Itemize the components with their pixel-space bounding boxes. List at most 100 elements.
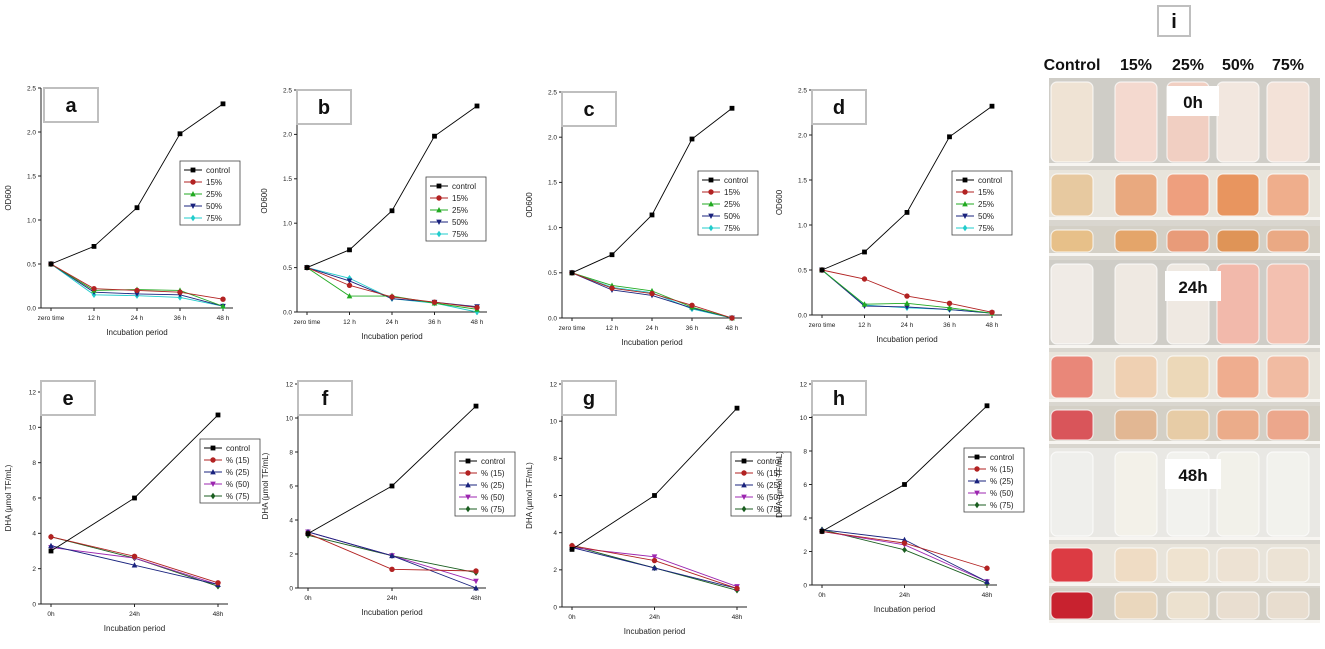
marker-triangle-down — [190, 203, 196, 209]
y-tick-label: 6 — [289, 483, 293, 490]
x-tick-label: zero time — [809, 322, 836, 329]
test-tube — [1266, 81, 1310, 163]
rack-bar — [1049, 399, 1320, 402]
x-tick-label: 36 h — [428, 319, 441, 326]
marker-square — [947, 134, 952, 140]
legend: control % (15) % (25) % (50) % (75) — [454, 451, 516, 517]
marker-triangle-up — [436, 207, 442, 213]
series-line — [307, 405, 477, 534]
marker-diamond — [210, 492, 216, 500]
marker-circle — [689, 302, 695, 309]
y-tick-label: 0.5 — [27, 261, 36, 268]
x-tick-label: 36 h — [686, 325, 699, 332]
rack-bar — [1049, 253, 1320, 256]
test-tube — [1266, 229, 1310, 253]
panel-letter-box — [561, 91, 617, 127]
photo-column-label: 50% — [1222, 57, 1254, 74]
x-tick-label: zero time — [294, 319, 321, 326]
legend-label: control — [990, 453, 1014, 462]
photo-letter-box — [1157, 5, 1191, 37]
chart-panel-g: 0 2 4 6 8 10 12 0h 24h 48h Incubation period DHA (μ… — [525, 380, 792, 636]
x-tick-label: 12 h — [343, 319, 356, 326]
marker-square — [689, 136, 695, 142]
marker-square — [974, 454, 980, 460]
marker-square — [989, 103, 995, 109]
panel-letter: c — [583, 99, 594, 121]
y-axis-title: DHA (μmol TF/mL) — [525, 462, 534, 529]
marker-triangle-up — [861, 301, 868, 307]
x-tick-label: zero time — [38, 315, 65, 322]
legend-label: 75% — [206, 214, 222, 223]
x-tick-label: 48h — [982, 592, 993, 599]
legend-label: 15% — [724, 188, 740, 197]
marker-circle — [901, 540, 908, 546]
legend-box — [963, 447, 1025, 513]
x-axis-title: Incubation period — [106, 328, 167, 337]
legend-label: control — [757, 457, 781, 466]
marker-circle — [220, 296, 226, 302]
x-axis-title: Incubation period — [874, 605, 935, 614]
legend-label: % (25) — [757, 481, 781, 490]
legend: control % (15) % (25) % (50) % (75) — [730, 451, 792, 517]
test-tube — [1114, 263, 1158, 345]
legend-label: % (75) — [481, 505, 505, 514]
marker-square — [215, 412, 221, 418]
y-tick-label: 0 — [803, 582, 807, 589]
y-axis-title: DHA (μmol TF/mL) — [261, 452, 270, 519]
y-tick-label: 0 — [289, 585, 293, 592]
marker-triangle-down — [210, 481, 216, 487]
x-tick-label: 36 h — [174, 315, 187, 322]
marker-diamond — [436, 230, 442, 238]
marker-triangle-up — [962, 201, 968, 207]
marker-triangle-down — [741, 494, 747, 500]
y-tick-label: 0 — [32, 601, 36, 608]
test-tube — [1114, 409, 1158, 441]
marker-square — [708, 177, 714, 183]
marker-triangle-up — [473, 585, 479, 591]
marker-diamond — [708, 224, 714, 232]
marker-circle — [904, 293, 910, 299]
marker-square — [48, 548, 54, 554]
x-tick-label: 48h — [732, 614, 743, 621]
marker-triangle-down — [346, 278, 353, 284]
legend-label: 25% — [978, 200, 994, 209]
legend-label: control — [206, 166, 230, 175]
panel-letter-box — [811, 89, 867, 125]
marker-triangle-up — [741, 482, 747, 488]
test-tube — [1050, 591, 1094, 620]
legend-box — [454, 451, 516, 517]
legend-label: % (25) — [481, 481, 505, 490]
time-label-box — [1165, 459, 1221, 489]
marker-circle — [431, 299, 438, 305]
photo-rows — [1049, 78, 1320, 623]
test-tube — [1266, 173, 1310, 217]
legend-label: 50% — [724, 212, 740, 221]
test-tube — [1266, 263, 1310, 345]
marker-triangle-up — [190, 191, 196, 197]
test-tube — [1216, 409, 1260, 441]
marker-circle — [962, 189, 968, 195]
legend-label: % (15) — [757, 469, 781, 478]
chart-panel-e: 0 2 4 6 8 10 12 0h 24h 48h Incubation period DHA (μ… — [4, 380, 261, 633]
legend-label: 75% — [724, 224, 740, 233]
legend-box — [425, 176, 487, 242]
marker-square — [48, 261, 54, 267]
x-tick-label: 24 h — [386, 319, 399, 326]
series-line — [50, 414, 219, 552]
chart-panel-a: 0.0 0.5 1.0 1.5 2.0 2.5 zero time 12 h 24 h 36 h 4… — [4, 85, 241, 337]
marker-triangle-up — [974, 478, 980, 484]
y-axis-title: OD600 — [775, 189, 784, 215]
panel-letter: d — [833, 97, 845, 119]
marker-circle — [984, 565, 990, 571]
x-axis-title: Incubation period — [621, 338, 682, 347]
marker-circle — [474, 304, 480, 311]
legend-label: % (50) — [226, 480, 250, 489]
marker-square — [436, 183, 442, 189]
y-tick-label: 8 — [289, 449, 293, 456]
marker-square — [609, 252, 615, 258]
rack-bar — [1049, 441, 1320, 444]
y-tick-label: 0.5 — [798, 267, 807, 274]
test-tube — [1050, 409, 1094, 441]
y-tick-label: 1.0 — [798, 222, 807, 229]
